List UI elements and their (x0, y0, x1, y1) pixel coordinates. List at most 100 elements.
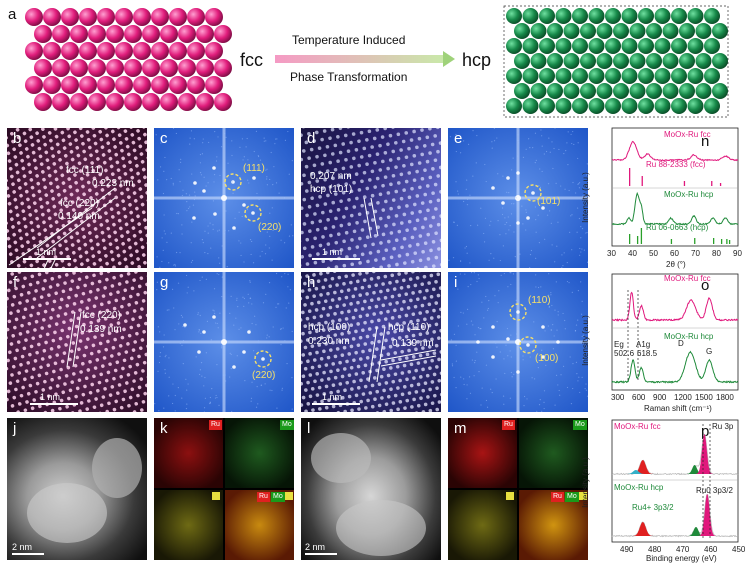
lattice-dot (88, 360, 92, 364)
lattice-dot (331, 362, 335, 366)
fft-noise (521, 206, 522, 207)
lattice-dot (337, 275, 341, 279)
lattice-dot (41, 287, 45, 291)
lattice-dot (319, 272, 323, 276)
fft-noise (493, 258, 494, 259)
lattice-dot (415, 276, 419, 280)
fft-noise (511, 169, 512, 170)
hcp-atom (523, 98, 539, 114)
fft-noise (517, 216, 518, 217)
fft-noise (165, 233, 166, 234)
fft-noise (178, 213, 179, 214)
fft-noise (276, 182, 277, 183)
fft-noise (200, 172, 201, 173)
fft-noise (579, 255, 580, 256)
m-y-swatch-1 (506, 492, 514, 500)
lattice-dot (306, 359, 310, 363)
lattice-dot (386, 166, 390, 170)
fft-noise (256, 131, 257, 132)
lattice-dot (112, 376, 116, 380)
fft-noise (450, 136, 451, 137)
fcc-atom (79, 42, 97, 60)
lattice-dot (439, 238, 441, 242)
n-ylabel: Intensity (a.u.) (581, 172, 590, 223)
lattice-dot (349, 281, 353, 285)
panel-b-letter: b (13, 130, 21, 147)
hcp-atom (514, 53, 530, 69)
fft-noise (577, 207, 578, 208)
fcc-atom (115, 8, 133, 26)
fcc-atom (169, 42, 187, 60)
lattice-dot (30, 406, 34, 410)
lattice-dot (139, 346, 143, 350)
fft-noise (572, 363, 573, 364)
lattice-dot (7, 358, 10, 362)
fft-noise (515, 256, 516, 257)
lattice-dot (372, 312, 376, 316)
fft-noise (237, 306, 238, 307)
lattice-dot (8, 381, 12, 385)
lattice-dot (90, 281, 94, 285)
lattice-dot (23, 408, 27, 412)
lattice-dot (106, 370, 110, 374)
lattice-dot (100, 302, 104, 306)
lattice-dot (379, 265, 383, 268)
fft-noise (174, 329, 175, 330)
lattice-dot (90, 382, 94, 386)
panel-j-letter: j (13, 420, 16, 437)
lattice-dot (400, 197, 404, 201)
lattice-dot (384, 175, 388, 179)
lattice-dot (93, 366, 97, 370)
hcp-atom (712, 83, 728, 99)
lattice-dot (12, 294, 16, 298)
fft-spot (247, 330, 251, 334)
lattice-dot (97, 349, 101, 353)
fft-noise (558, 314, 559, 315)
hcp-atom (564, 23, 580, 39)
h-label1: hcp (100) (308, 322, 350, 333)
p-xtick: 480 (648, 545, 661, 554)
lattice-dot (36, 311, 40, 315)
lattice-dot (98, 411, 102, 412)
hcp-atom (622, 38, 638, 54)
panel-k-eds-map (154, 418, 294, 560)
lattice-dot (88, 391, 92, 395)
lattice-dot (439, 190, 441, 194)
lattice-dot (38, 334, 42, 338)
lattice-dot (411, 272, 415, 274)
lattice-dot (384, 317, 388, 321)
lattice-dot (130, 356, 134, 360)
fft-noise (179, 252, 180, 253)
fft-noise (289, 236, 290, 237)
fft-noise (272, 207, 273, 208)
lattice-dot (435, 365, 439, 369)
fft-noise (182, 326, 183, 327)
lattice-dot (74, 394, 78, 398)
lattice-dot (378, 403, 382, 407)
lattice-dot (304, 388, 308, 392)
lattice-dot (398, 357, 402, 361)
o-xtick: 900 (653, 393, 666, 402)
hcp-atom (638, 98, 654, 114)
lattice-dot (367, 284, 371, 288)
fft-noise (165, 356, 166, 357)
lattice-dot (79, 401, 83, 405)
lattice-dot (121, 397, 125, 401)
lattice-dot (433, 158, 437, 162)
lattice-dot (301, 310, 305, 314)
b-val2: 0.140 nm (58, 211, 100, 222)
hcp-atom (622, 8, 638, 24)
fft-noise (513, 231, 514, 232)
lattice-dot (20, 323, 24, 327)
lattice-dot (65, 273, 69, 277)
lattice-dot (326, 218, 330, 222)
fft-noise (492, 148, 493, 149)
lattice-dot (339, 223, 343, 227)
fcc-atom (115, 76, 133, 94)
lattice-dot (313, 379, 317, 383)
hcp-atom (531, 53, 547, 69)
fft-noise (584, 250, 585, 251)
lattice-dot (342, 215, 346, 219)
lattice-dot (132, 278, 136, 282)
lattice-dot (404, 292, 408, 296)
